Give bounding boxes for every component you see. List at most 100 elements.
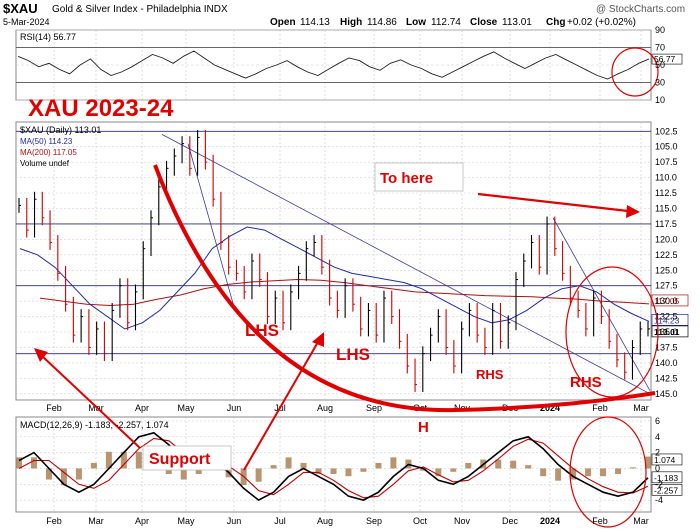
macd-histogram-bar — [285, 457, 292, 469]
macd-histogram-bar — [450, 468, 457, 472]
price-tick-label: 140.0 — [655, 358, 678, 368]
macd-histogram-bar — [120, 451, 127, 469]
macd-histogram-bar — [270, 465, 277, 469]
macd-last-label: 1.074 — [654, 455, 676, 465]
macd-last-box — [651, 453, 683, 466]
ma200-last-label: 117.05 — [654, 296, 680, 306]
symbol: $XAU — [3, 1, 38, 16]
to-here-box — [374, 162, 464, 192]
annotation-title: XAU 2023-24 — [28, 95, 174, 122]
chg-value: +0.02 (+0.02%) — [567, 17, 636, 28]
macd-last-label: -1.183 — [654, 473, 678, 483]
lhs-label-2: LHS — [336, 345, 370, 364]
cup-curve — [153, 164, 656, 413]
price-tick-label: 145.0 — [655, 389, 678, 399]
rsi-last-label: 56.77 — [654, 54, 676, 64]
x-tick-label: Feb — [592, 516, 608, 526]
high-label: High — [340, 17, 362, 28]
high-value: 114.86 — [367, 17, 397, 28]
price-tick-label: 137.5 — [655, 342, 678, 352]
x-tick-label: Mar — [88, 516, 104, 526]
price-tick-label: 122.5 — [655, 250, 678, 260]
macd-histogram-bar — [600, 468, 607, 477]
macd-histogram-bar — [540, 468, 547, 477]
x-tick-label: Nov — [454, 516, 471, 526]
macd-histogram-bar — [465, 462, 472, 469]
macd-histogram-bar — [105, 451, 112, 469]
ohlc-bar: Open 114.13 High 114.86 Low 112.74 Close… — [270, 17, 636, 28]
open-value: 114.13 — [300, 17, 330, 28]
x-tick-label: Jun — [227, 516, 242, 526]
price-tick-label: 110.0 — [655, 173, 677, 183]
to-here-arrow — [477, 192, 629, 213]
rsi-highlight-circle — [611, 47, 659, 97]
rsi-layer: 56.77 — [17, 47, 683, 97]
price-tick-label: 125.0 — [655, 265, 678, 275]
rsi-tick-label: 50 — [655, 60, 665, 70]
price-tick-label: 120.0 — [655, 234, 678, 244]
x-tick-label: Feb — [46, 403, 62, 413]
macd-last-label: -2.257 — [654, 485, 678, 495]
x-tick-label: May — [177, 403, 195, 413]
x-tick-label: May — [177, 516, 195, 526]
macd-tick-label: 2 — [655, 448, 660, 458]
macd-histogram-bar — [630, 467, 637, 469]
watermark: @ StockCharts.com — [596, 4, 685, 15]
macd-histogram-bar — [165, 468, 172, 474]
support-label: Support — [149, 451, 211, 468]
price-last-label-box — [651, 325, 689, 338]
price-tick-label: 142.5 — [655, 373, 678, 383]
rhs-label-1: RHS — [476, 367, 504, 382]
macd-histogram-bar — [345, 468, 352, 477]
support-arrowhead-right — [312, 332, 324, 347]
macd-histogram-bar — [360, 468, 367, 472]
rhs-label-2: RHS — [570, 374, 602, 391]
macd-histogram-bar — [645, 456, 651, 469]
price-layer: 117.05 114.23 113.01 — [16, 130, 689, 395]
price-tick-label: 105.0 — [655, 142, 678, 152]
macd-histogram-bar — [135, 451, 142, 469]
x-tick-label: Aug — [317, 516, 333, 526]
ma200-line — [39, 278, 650, 307]
x-tick-label: Mar — [633, 516, 649, 526]
x-tick-label: Jun — [227, 403, 242, 413]
price-tick-label: 132.5 — [655, 312, 678, 322]
macd-histogram-bar — [555, 468, 562, 481]
x-tick-label: Feb — [46, 516, 62, 526]
x-tick-label: Feb — [592, 403, 608, 413]
x-tick-label: 2024 — [540, 403, 560, 413]
price-last-label: 113.01 — [654, 327, 680, 337]
macd-highlight-circle — [569, 416, 647, 528]
to-here-label: To here — [380, 170, 433, 187]
low-value: 112.74 — [431, 17, 461, 28]
x-tick-label: Sep — [366, 403, 382, 413]
trendline-upper — [161, 134, 651, 395]
macd-histogram-bar — [330, 468, 337, 474]
annotations: To here LHS LHS RHS RHS H Support — [34, 162, 659, 471]
price-tick-label: 127.5 — [655, 281, 678, 291]
ma50-last-label-box — [651, 314, 689, 326]
macd-histogram-bar — [315, 468, 322, 474]
close-value: 113.01 — [502, 17, 532, 28]
macd-histogram-bar — [435, 468, 442, 477]
macd-histogram-bar — [195, 468, 202, 474]
x-tick-label: 2024 — [540, 516, 560, 526]
macd-histogram-bar — [390, 457, 397, 469]
macd-histogram-bar — [570, 468, 577, 480]
low-label: Low — [406, 17, 426, 28]
price-tick-label: 112.5 — [655, 188, 677, 198]
macd-histogram-bar — [525, 465, 532, 469]
rsi-tick-label: 30 — [655, 78, 665, 88]
macd-signal-line — [18, 437, 649, 499]
macd-tick-label: 6 — [655, 416, 660, 426]
price-tick-label: 135.0 — [655, 327, 678, 337]
price-tick-label: 107.5 — [655, 157, 678, 167]
rsi-tick-label: 70 — [655, 43, 665, 53]
macd-last-box — [651, 484, 683, 496]
price-tick-label: 130.0 — [655, 296, 678, 306]
macd-histogram-bar — [510, 460, 517, 469]
price-legend-title: $XAU (Daily) 113.01 — [20, 125, 101, 135]
rsi-last-box — [651, 53, 683, 65]
